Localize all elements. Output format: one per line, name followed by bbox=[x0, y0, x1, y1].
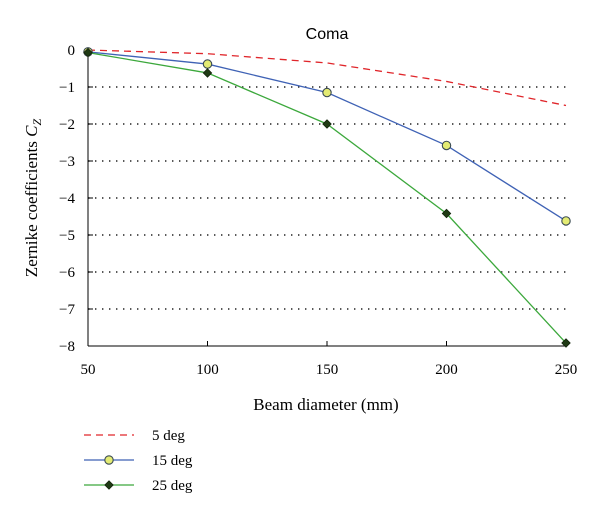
y-axis-label-subscript: Z bbox=[30, 119, 44, 126]
x-tick-label: 250 bbox=[555, 362, 578, 378]
data-point bbox=[322, 87, 332, 98]
y-axis-label-text: Zernike coefficients bbox=[22, 141, 41, 277]
y-ticks: 0 −1 −2 −3 −4 −5 −6 −7 −8 bbox=[59, 43, 93, 355]
legend-item: 15 deg bbox=[84, 453, 193, 469]
y-tick-label: −8 bbox=[59, 339, 75, 355]
y-tick-label: −1 bbox=[59, 80, 75, 96]
legend-marker bbox=[104, 455, 114, 465]
data-point bbox=[441, 208, 452, 219]
x-tick-label: 100 bbox=[196, 362, 219, 378]
y-tick-label: −2 bbox=[59, 117, 75, 133]
data-point bbox=[322, 119, 332, 129]
legend-marker bbox=[104, 480, 114, 490]
legend-item: 25 deg bbox=[84, 478, 193, 494]
y-tick-label: −3 bbox=[59, 154, 75, 170]
y-axis-label-symbol: C bbox=[22, 125, 41, 137]
legend-label: 25 deg bbox=[152, 478, 193, 494]
y-tick-label: 0 bbox=[68, 43, 76, 59]
series-line bbox=[87, 49, 567, 107]
data-point bbox=[561, 338, 571, 348]
series-line bbox=[87, 51, 567, 222]
y-tick-label: −5 bbox=[59, 228, 75, 244]
series-group bbox=[83, 47, 571, 348]
data-point bbox=[202, 59, 213, 69]
x-ticks: 50 100 150 200 250 bbox=[81, 341, 578, 378]
legend-label: 15 deg bbox=[152, 453, 193, 469]
legend-item: 5 deg bbox=[84, 428, 185, 444]
data-point bbox=[441, 140, 452, 151]
x-tick-label: 150 bbox=[316, 362, 339, 378]
series-0 bbox=[87, 49, 567, 107]
legend-label: 5 deg bbox=[152, 428, 185, 444]
legend: 5 deg 15 deg 25 deg bbox=[84, 428, 193, 494]
y-tick-label: −7 bbox=[59, 302, 75, 318]
y-tick-label: −4 bbox=[59, 191, 75, 207]
x-axis-label: Beam diameter (mm) bbox=[253, 395, 398, 414]
data-point bbox=[561, 216, 571, 226]
x-tick-label: 200 bbox=[435, 362, 458, 378]
chart-title: Coma bbox=[306, 26, 349, 43]
series-2 bbox=[83, 47, 571, 348]
y-axis-label: Zernike coefficients CZ bbox=[22, 119, 44, 278]
x-tick-label: 50 bbox=[81, 362, 96, 378]
y-tick-label: −6 bbox=[59, 265, 75, 281]
data-point bbox=[83, 47, 93, 58]
data-point bbox=[202, 68, 213, 78]
